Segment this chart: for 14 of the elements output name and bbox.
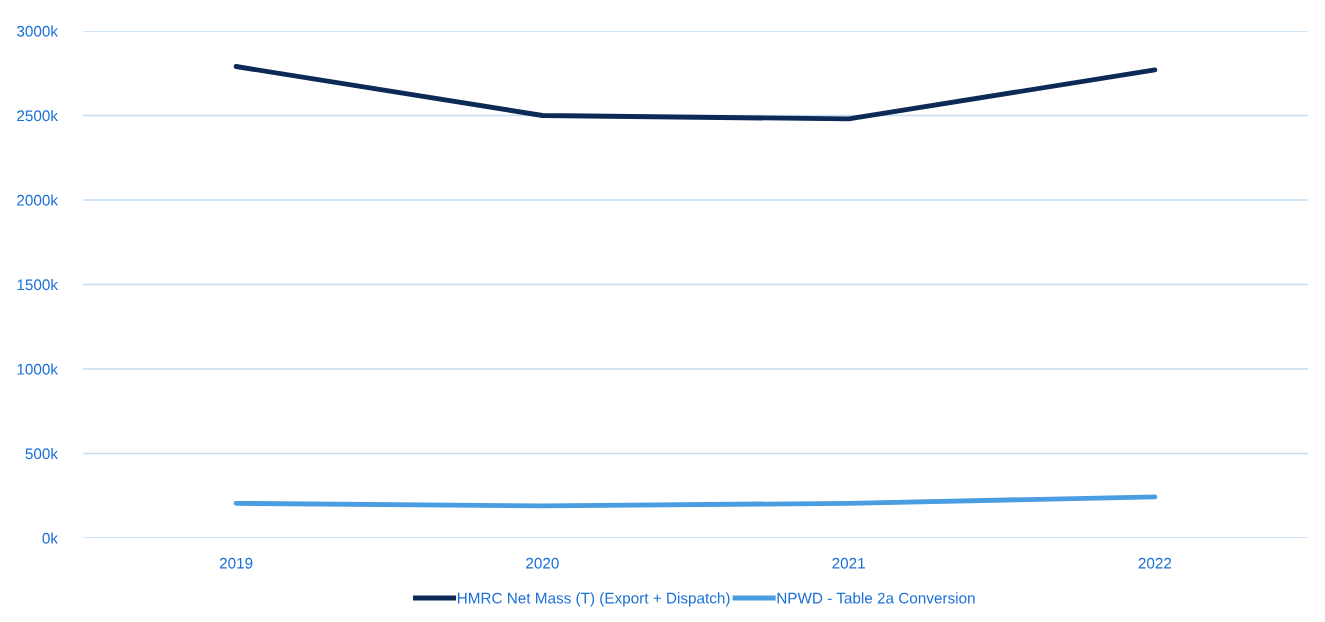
y-tick-label: 0k bbox=[42, 532, 59, 544]
legend-label: HMRC Net Mass (T) (Export + Dispatch) bbox=[457, 592, 730, 607]
legend-label: NPWD - Table 2a Conversion bbox=[777, 592, 975, 604]
y-tick-label: 1000k bbox=[17, 363, 59, 375]
y-tick-label: 2500k bbox=[17, 109, 59, 122]
x-tick-label: 2020 bbox=[526, 557, 559, 569]
y-tick-label: 2000k bbox=[17, 194, 59, 206]
y-tick-label: 1500k bbox=[17, 278, 59, 291]
y-tick-label: 500k bbox=[25, 447, 59, 460]
line-series bbox=[233, 64, 1158, 122]
x-tick-label: 2019 bbox=[219, 557, 253, 569]
x-tick-label: 2021 bbox=[832, 557, 865, 569]
y-tick-label: 3000k bbox=[16, 25, 59, 37]
x-tick-label: 2022 bbox=[1138, 557, 1172, 569]
